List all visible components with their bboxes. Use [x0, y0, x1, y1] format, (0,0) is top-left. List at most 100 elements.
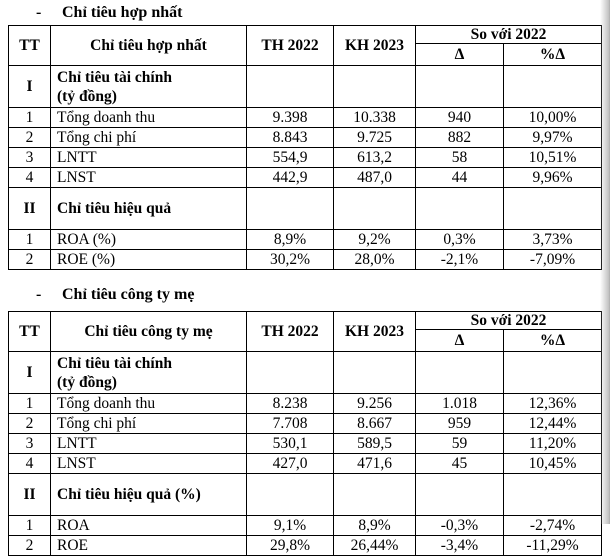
cell-kh2023: 8.667 [333, 413, 416, 434]
cell-delta: 940 [415, 107, 504, 128]
cell-tt: II [8, 187, 51, 230]
cell-tt: 4 [8, 167, 51, 188]
cell-delta: 0,3% [415, 229, 504, 250]
heading-text: Chỉ tiêu công ty mẹ [62, 286, 195, 303]
cell-name: Chỉ tiêu tài chính (tỷ đồng) [50, 65, 247, 108]
cell-tt: 1 [8, 229, 51, 250]
cell-name: Tổng chi phí [50, 127, 247, 148]
section-heading-parent-company: - Chỉ tiêu công ty mẹ [36, 285, 610, 304]
cell-pct-delta: -7,09% [502, 249, 603, 270]
cell-th2022: 9.398 [246, 107, 334, 128]
cell-kh2023: 9.256 [333, 393, 416, 414]
cell-name: ROE [50, 535, 247, 556]
cell-kh2023 [333, 187, 416, 230]
col-header-compare: So với 2022 [414, 311, 603, 330]
cell-name: Chỉ tiêu hiệu quả [50, 187, 247, 230]
cell-name: Tổng doanh thu [50, 393, 247, 414]
cell-th2022: 7.708 [246, 413, 334, 434]
col-header-th2022: TH 2022 [246, 311, 334, 352]
heading-text: Chỉ tiêu hợp nhất [62, 4, 183, 21]
table-row: 1 Tổng doanh thu 8.238 9.256 1.018 12,36… [8, 393, 603, 414]
col-header-compare: So với 2022 [414, 25, 603, 44]
cell-th2022: 442,9 [246, 167, 334, 188]
col-header-name: Chỉ tiêu hợp nhất [50, 25, 247, 66]
cell-kh2023: 8,9% [333, 515, 416, 536]
cell-delta: 1.018 [415, 393, 504, 414]
cell-delta: 58 [415, 147, 504, 168]
cell-pct-delta: 10,45% [502, 453, 603, 474]
cell-delta [415, 351, 504, 394]
cell-name: LNST [50, 167, 247, 188]
table-row: 2 ROE 29,8% 26,44% -3,4% -11,29% [8, 535, 603, 556]
heading-dash: - [36, 4, 42, 21]
table-row: II Chỉ tiêu hiệu quả (%) [8, 473, 603, 516]
col-header-delta: Δ [415, 43, 504, 66]
cell-pct-delta: 12,44% [502, 413, 603, 434]
cell-tt: 2 [8, 535, 51, 556]
cell-th2022 [246, 351, 334, 394]
cell-kh2023: 471,6 [333, 453, 416, 474]
col-header-th2022: TH 2022 [246, 25, 334, 66]
cell-pct-delta: 9,96% [502, 167, 603, 188]
cell-pct-delta: 9,97% [502, 127, 603, 148]
cell-pct-delta: -2,74% [502, 515, 603, 536]
cell-th2022 [246, 65, 334, 108]
cell-tt: I [8, 351, 51, 394]
cell-tt: 2 [8, 413, 51, 434]
cell-th2022: 29,8% [246, 535, 334, 556]
cell-th2022: 8.238 [246, 393, 334, 414]
cell-kh2023: 26,44% [333, 535, 416, 556]
cell-delta: 59 [415, 433, 504, 454]
cell-delta: 959 [415, 413, 504, 434]
cell-name: Tổng doanh thu [50, 107, 247, 128]
cell-tt: 4 [8, 453, 51, 474]
cell-tt: 3 [8, 433, 51, 454]
cell-delta: 44 [415, 167, 504, 188]
cell-delta [415, 187, 504, 230]
cell-delta: -3,4% [415, 535, 504, 556]
cell-pct-delta: 10,51% [502, 147, 603, 168]
table-row: 2 ROE (%) 30,2% 28,0% -2,1% -7,09% [8, 249, 603, 270]
cell-name: Tổng chi phí [50, 413, 247, 434]
cell-th2022: 530,1 [246, 433, 334, 454]
cell-pct-delta [502, 65, 603, 108]
cell-tt: 3 [8, 147, 51, 168]
cell-th2022: 8.843 [246, 127, 334, 148]
cell-kh2023: 28,0% [333, 249, 416, 270]
cell-tt: II [8, 473, 51, 516]
col-header-pct-delta: %Δ [502, 329, 603, 352]
section-heading-consolidated: - Chỉ tiêu hợp nhất [36, 3, 610, 22]
cell-pct-delta [502, 187, 603, 230]
table-row: 4 LNST 427,0 471,6 45 10,45% [8, 453, 603, 474]
cell-th2022: 427,0 [246, 453, 334, 474]
cell-pct-delta [502, 473, 603, 516]
cell-kh2023: 613,2 [333, 147, 416, 168]
cell-name: Chỉ tiêu tài chính (tỷ đồng) [50, 351, 247, 394]
col-header-name: Chỉ tiêu công ty mẹ [50, 311, 247, 352]
cell-pct-delta: -11,29% [502, 535, 603, 556]
table-row: 2 Tổng chi phí 7.708 8.667 959 12,44% [8, 413, 603, 434]
col-header-tt: TT [8, 311, 51, 352]
col-header-kh2023: KH 2023 [333, 311, 416, 352]
cell-delta: 45 [415, 453, 504, 474]
table-row: 1 ROA 9,1% 8,9% -0,3% -2,74% [8, 515, 603, 536]
cell-delta [415, 65, 504, 108]
col-header-pct-delta: %Δ [502, 43, 603, 66]
table-row: 3 LNTT 530,1 589,5 59 11,20% [8, 433, 603, 454]
cell-th2022: 30,2% [246, 249, 334, 270]
cell-delta: 882 [415, 127, 504, 148]
section-parent-company: - Chỉ tiêu công ty mẹ TT Chỉ tiêu công t… [0, 285, 610, 556]
cell-kh2023: 9.725 [333, 127, 416, 148]
col-header-tt: TT [8, 25, 51, 66]
parent-company-table: TT Chỉ tiêu công ty mẹ TH 2022 KH 2023 S… [8, 311, 603, 556]
cell-tt: 1 [8, 107, 51, 128]
cell-th2022 [246, 187, 334, 230]
cell-pct-delta [502, 351, 603, 394]
table-row: II Chỉ tiêu hiệu quả [8, 187, 603, 230]
cell-tt: 1 [8, 393, 51, 414]
cell-delta [415, 473, 504, 516]
cell-name: LNST [50, 453, 247, 474]
cell-name: Chỉ tiêu hiệu quả (%) [50, 473, 247, 516]
cell-kh2023: 9,2% [333, 229, 416, 250]
